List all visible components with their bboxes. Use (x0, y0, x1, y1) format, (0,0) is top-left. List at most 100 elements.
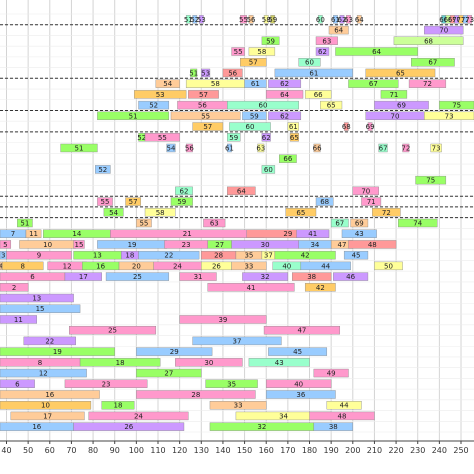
task-bar (287, 122, 299, 131)
task-label: 70 (391, 112, 400, 120)
task-bar (339, 15, 345, 24)
task-bar (263, 325, 341, 335)
task-label: 59 (250, 112, 259, 120)
task-bar (350, 218, 369, 228)
task-bar (192, 15, 198, 24)
task-label: 70 (452, 16, 461, 24)
task-label: 44 (340, 402, 349, 410)
task-label: 65 (290, 134, 299, 142)
task-label: 44 (321, 262, 330, 270)
task-bar (6, 250, 72, 260)
task-bar (79, 358, 161, 367)
task-label: 18 (113, 402, 122, 410)
task-bar (23, 336, 76, 346)
task-bar (313, 422, 353, 431)
x-tick-label: 130 (194, 446, 209, 455)
task-label: 66 (314, 91, 323, 99)
task-label: 28 (214, 252, 223, 260)
task-bar (188, 90, 219, 99)
task-label: 17 (43, 412, 52, 420)
x-tick-label: 240 (432, 446, 447, 455)
task-label: 63 (322, 37, 331, 45)
task-bar (348, 240, 397, 249)
task-bar (424, 111, 474, 121)
task-bar (136, 218, 152, 228)
task-bar (25, 229, 42, 238)
task-label: 72 (382, 209, 391, 217)
task-label: 53 (201, 69, 210, 77)
task-label: 11 (14, 316, 23, 324)
task-label: 15 (75, 241, 84, 249)
task-label: 29 (170, 348, 179, 356)
x-tick-label: 100 (129, 446, 144, 455)
task-bar (222, 68, 243, 78)
task-bar (0, 347, 115, 356)
task-bar (365, 68, 436, 78)
task-label: 63 (256, 144, 265, 152)
task-bar (175, 186, 193, 196)
task-bar (263, 15, 269, 24)
task-bar (179, 315, 267, 324)
task-label: 56 (198, 102, 207, 110)
task-label: 22 (164, 252, 173, 260)
task-label: 59 (266, 37, 275, 45)
grid-layer (0, 0, 474, 441)
task-label: 68 (320, 198, 329, 206)
x-tick-label: 60 (45, 446, 55, 455)
task-bar (0, 293, 74, 303)
task-bar (170, 197, 193, 206)
task-bar (424, 25, 464, 35)
x-tick-label: 170 (280, 446, 295, 455)
task-label: 42 (301, 252, 310, 260)
task-bar (240, 15, 247, 24)
task-bar (356, 15, 362, 24)
task-bar (0, 401, 92, 410)
task-label: 23 (182, 241, 191, 249)
task-label: 62 (280, 112, 289, 120)
task-label: 66 (439, 16, 448, 24)
task-label: 40 (294, 380, 303, 388)
task-label: 53 (156, 91, 165, 99)
task-label: 65 (296, 209, 305, 217)
task-bar (209, 401, 267, 410)
task-label: 43 (355, 230, 364, 238)
task-label: 73 (465, 16, 474, 24)
task-label: 24 (134, 412, 143, 420)
task-label: 3 (1, 252, 5, 260)
task-label: 7 (11, 230, 15, 238)
task-label: 40 (282, 262, 291, 270)
task-bar (192, 122, 224, 131)
task-label: 73 (432, 144, 441, 152)
task-label: 61 (331, 16, 340, 24)
task-label: 37 (233, 337, 242, 345)
task-label: 55 (234, 48, 243, 56)
task-label: 47 (297, 327, 306, 335)
task-label: 71 (457, 16, 466, 24)
task-label: 27 (164, 370, 173, 378)
task-bar (261, 133, 271, 142)
task-label: 5 (3, 241, 7, 249)
task-bar (304, 283, 336, 292)
task-label: 61 (289, 123, 298, 131)
x-tick-label: 250 (453, 446, 468, 455)
task-bar (0, 368, 87, 378)
task-bar (136, 390, 256, 399)
task-label: 67 (369, 80, 378, 88)
task-label: 73 (445, 112, 454, 120)
task-bar (348, 79, 399, 88)
task-label: 43 (275, 359, 284, 367)
task-label: 62 (338, 16, 347, 24)
task-label: 51 (129, 112, 138, 120)
task-bar (242, 111, 267, 121)
task-label: 71 (367, 198, 376, 206)
task-label: 27 (215, 241, 224, 249)
task-bar (248, 358, 310, 367)
task-bar (374, 100, 429, 110)
task-bar (317, 15, 323, 24)
task-bar (268, 111, 302, 121)
task-label: 64 (372, 48, 381, 56)
task-label: 10 (41, 402, 50, 410)
task-bar (326, 401, 362, 410)
task-bar (380, 90, 408, 99)
